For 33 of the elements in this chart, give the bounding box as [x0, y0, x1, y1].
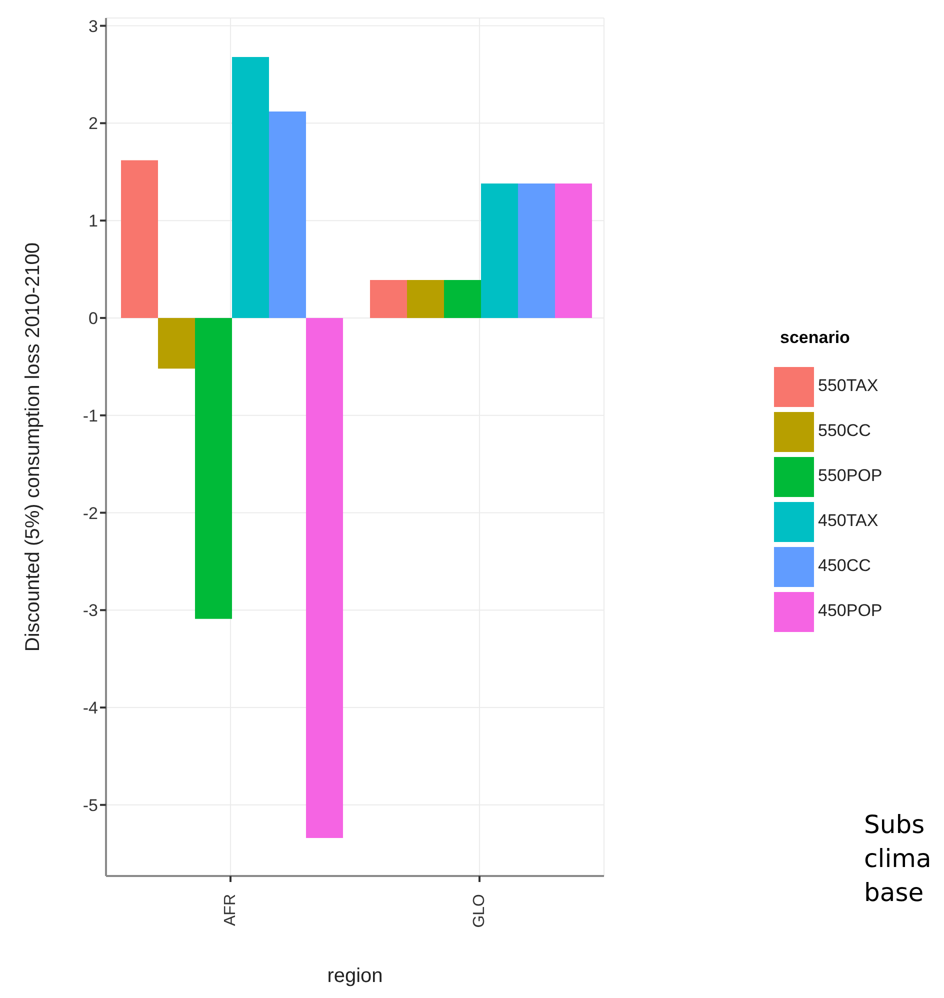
y-tick-label: 1	[88, 212, 98, 231]
legend-label: 550POP	[818, 466, 882, 485]
bar	[158, 318, 195, 369]
x-tick-label: GLO	[471, 894, 488, 928]
bar	[121, 160, 158, 318]
y-tick-label: 0	[88, 308, 98, 328]
legend-label: 450TAX	[818, 511, 878, 530]
bar	[518, 184, 555, 318]
legend-title: scenario	[780, 328, 850, 348]
y-tick-label: -5	[82, 796, 98, 815]
bar	[306, 318, 343, 838]
bar	[481, 184, 518, 318]
bar	[555, 184, 592, 318]
bar	[370, 280, 407, 318]
y-tick-label: -3	[82, 601, 98, 620]
legend-label: 550TAX	[818, 376, 878, 395]
legend-label: 450POP	[818, 601, 882, 620]
y-tick-label: -1	[82, 406, 98, 426]
text: Subs clima base	[864, 809, 932, 909]
bar	[444, 280, 481, 318]
y-tick-label: 2	[88, 114, 98, 134]
y-tick-label: -2	[82, 504, 98, 523]
x-axis-title: region	[327, 965, 383, 987]
bar	[195, 318, 232, 619]
legend-label: 550CC	[818, 421, 871, 440]
y-axis-title: Discounted (5%) consumption loss 2010-2100	[22, 242, 44, 652]
bar	[269, 111, 306, 318]
bar	[407, 280, 444, 318]
bar	[232, 56, 269, 318]
y-tick-label: 3	[88, 16, 98, 36]
y-tick-label: -4	[82, 698, 98, 718]
legend-label: 450CC	[818, 556, 871, 575]
x-tick-label: AFR	[222, 894, 239, 926]
